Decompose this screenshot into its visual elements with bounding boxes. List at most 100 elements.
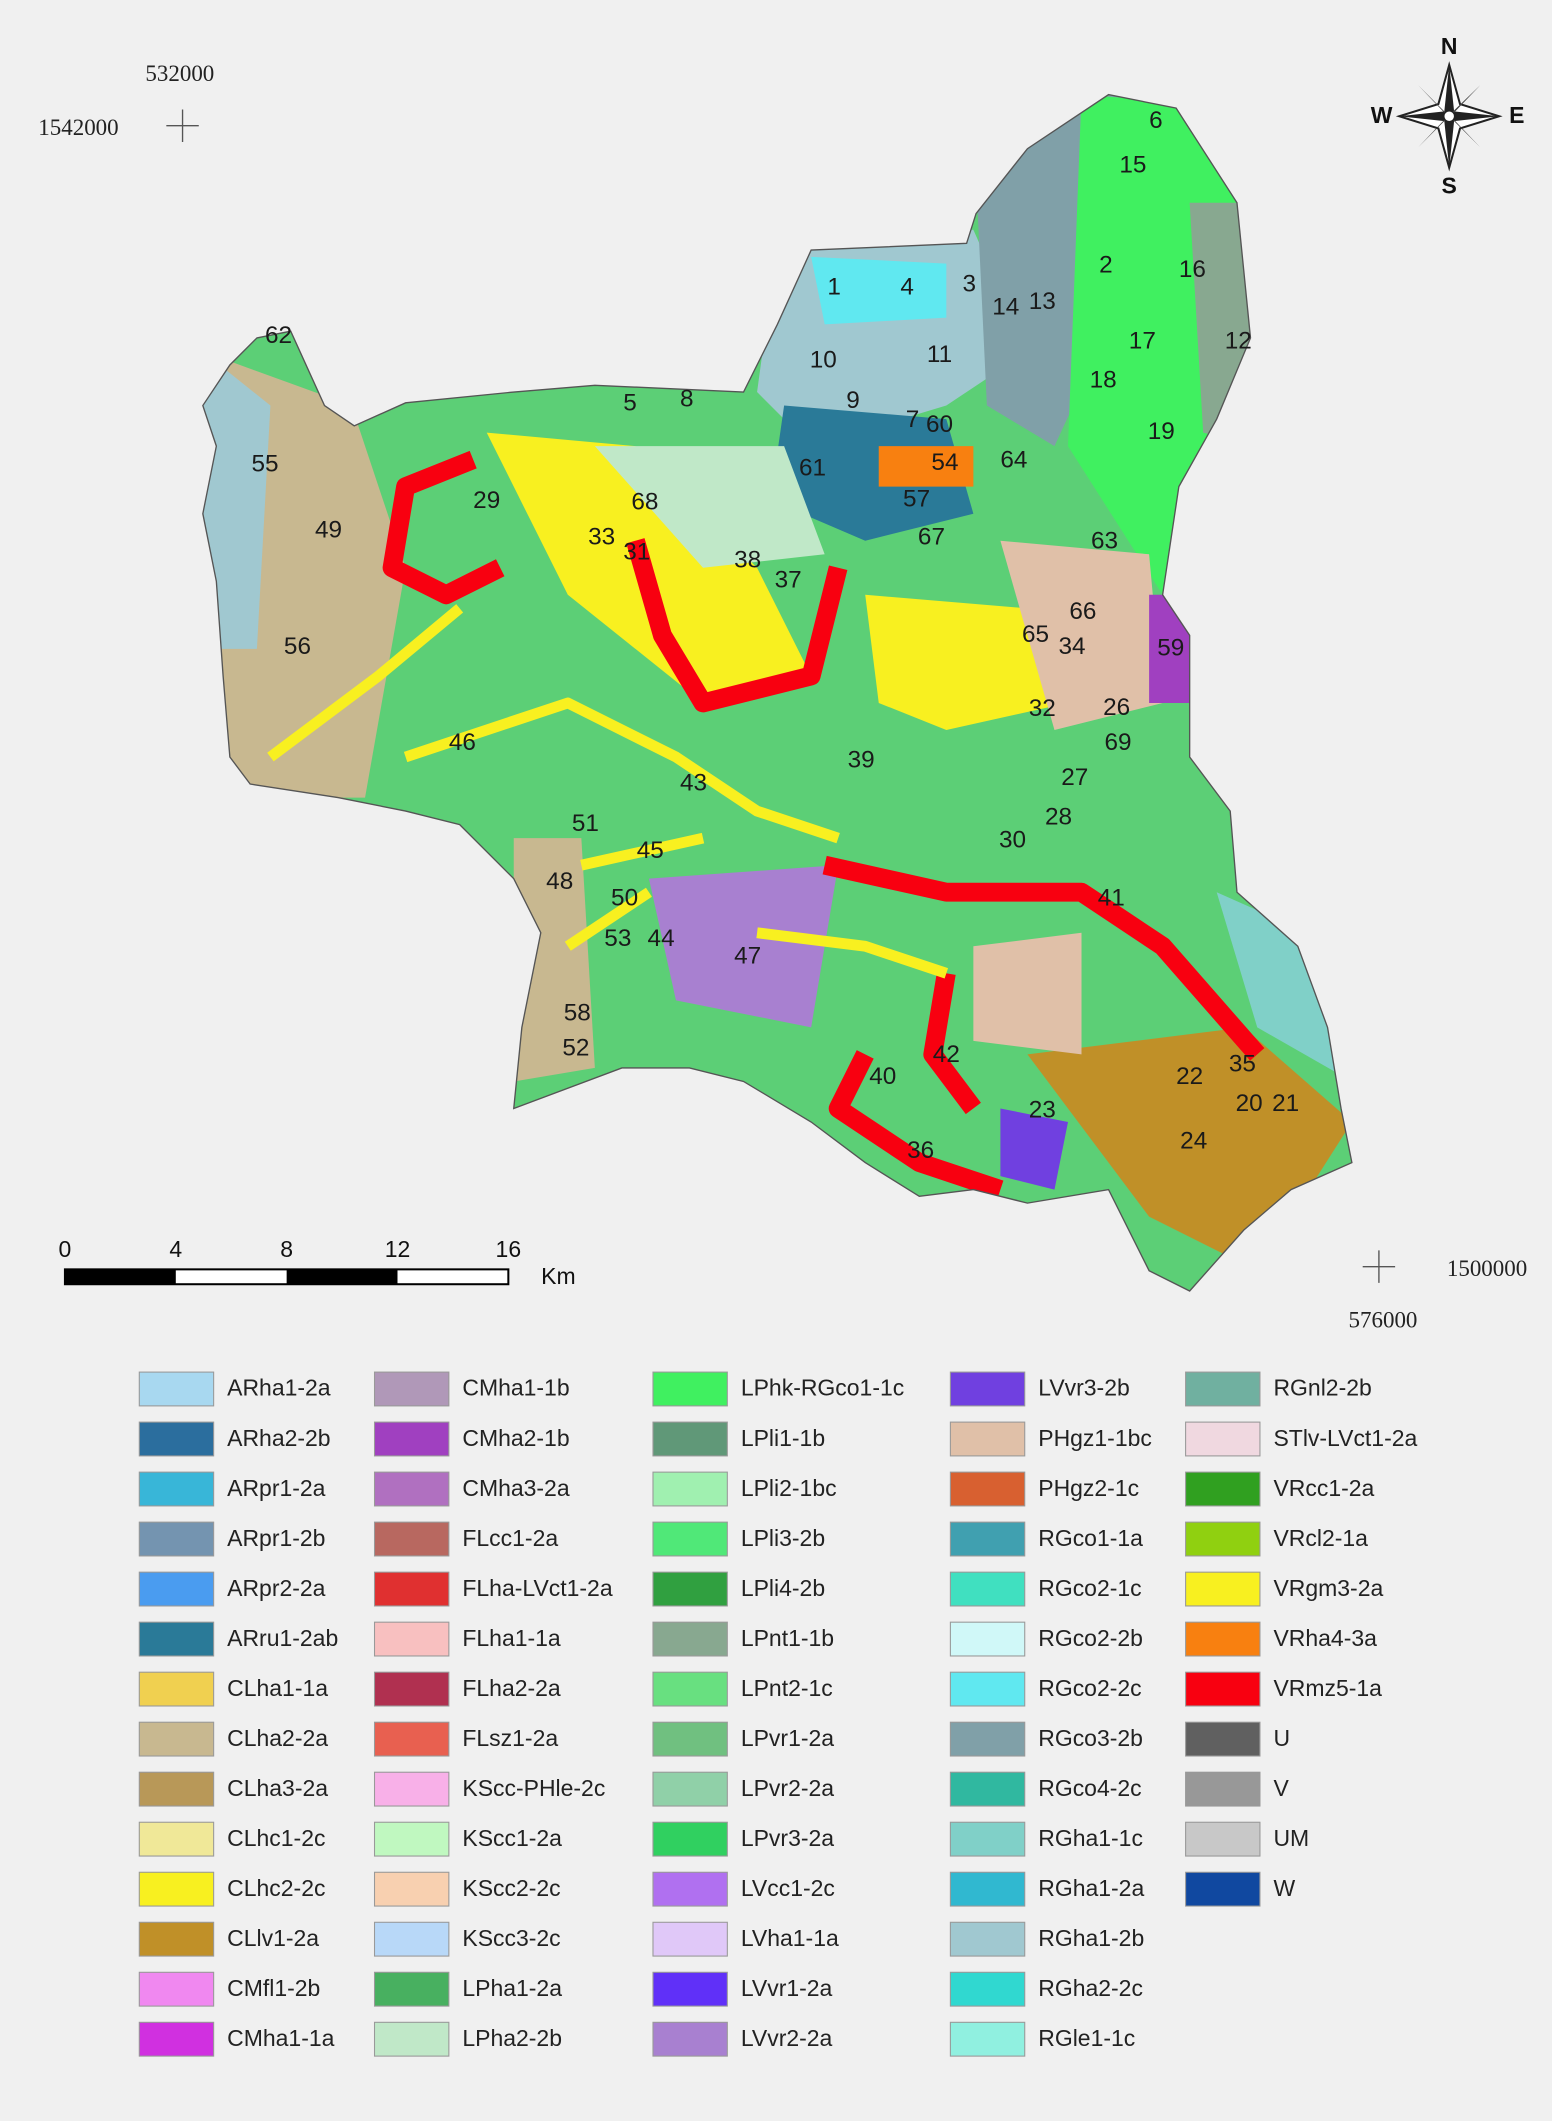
legend-label: CLhc1-2c (227, 1825, 325, 1851)
legend-label: CMha1-1a (227, 2025, 334, 2051)
legend-swatch (1185, 1371, 1261, 1407)
region-label: 53 (604, 925, 631, 952)
legend-label: CLlv1-2a (227, 1925, 319, 1951)
legend-swatch (652, 1721, 728, 1757)
legend-label: FLha1-1a (462, 1625, 561, 1651)
region-label: 27 (1061, 764, 1088, 791)
legend-swatch (373, 1921, 450, 1957)
legend-label: CMha2-1b (462, 1425, 569, 1451)
region-label: 59 (1157, 634, 1184, 661)
scale-tick-label: 16 (496, 1236, 522, 1262)
legend-swatch (373, 1971, 450, 2007)
scale-tick-label: 4 (169, 1236, 182, 1262)
legend-swatch (138, 1621, 215, 1657)
legend-label: RGco2-2c (1038, 1675, 1141, 1701)
region-label: 34 (1059, 633, 1086, 660)
legend-swatch (138, 1871, 215, 1907)
legend-swatch (1185, 1621, 1261, 1657)
region-label: 50 (611, 884, 638, 911)
legend-label: LPvr2-2a (741, 1775, 834, 1801)
legend-label: PHgz1-1bc (1038, 1425, 1152, 1451)
legend-swatch (138, 1671, 215, 1707)
legend-swatch (373, 1371, 450, 1407)
legend-swatch (949, 1621, 1026, 1657)
legend-swatch (652, 1971, 728, 2007)
legend-swatch (138, 1721, 215, 1757)
region-label: 65 (1022, 621, 1049, 648)
legend-swatch (138, 1371, 215, 1407)
legend-swatch (373, 1521, 450, 1557)
region-label: 15 (1119, 152, 1146, 179)
legend-swatch (949, 1421, 1026, 1457)
coordinate-cross (166, 109, 1396, 1283)
legend-label: ARru1-2ab (227, 1625, 338, 1651)
region-label: 49 (315, 517, 342, 544)
map-zone (973, 932, 1082, 1055)
legend-swatch (949, 1521, 1026, 1557)
map-zone (1000, 1108, 1068, 1190)
scale-tick-label: 12 (385, 1236, 411, 1262)
coordinate-label: 532000 (145, 61, 214, 86)
legend-label: RGha1-1c (1038, 1825, 1143, 1851)
legend-label: LVvr2-2a (741, 2025, 833, 2051)
region-label: 2 (1099, 252, 1113, 279)
compass-label: E (1509, 102, 1524, 128)
region-label: 13 (1029, 288, 1056, 315)
region-label: 20 (1236, 1090, 1263, 1117)
legend-label: U (1273, 1725, 1290, 1751)
legend-swatch (373, 1471, 450, 1507)
region-label: 66 (1069, 598, 1096, 625)
legend-label: KScc-PHle-2c (462, 1775, 605, 1801)
legend-label: CLha1-1a (227, 1675, 328, 1701)
region-label: 18 (1090, 367, 1117, 394)
region-label: 10 (810, 346, 837, 373)
region-label: 55 (251, 450, 278, 477)
region-label: 51 (572, 810, 599, 837)
scale-bar (63, 1268, 510, 1286)
legend-label: LPhk-RGco1-1c (741, 1375, 904, 1401)
scale-tick-label: 0 (59, 1236, 72, 1262)
legend-label: RGha1-2a (1038, 1875, 1144, 1901)
legend-swatch (138, 1921, 215, 1957)
legend-swatch (1185, 1671, 1261, 1707)
legend-label: RGle1-1c (1038, 2025, 1135, 2051)
legend-swatch (652, 1671, 728, 1707)
legend-swatch (373, 1771, 450, 1807)
legend-label: RGco4-2c (1038, 1775, 1141, 1801)
region-label: 46 (449, 729, 476, 756)
legend-label: UM (1273, 1825, 1309, 1851)
legend-swatch (949, 2021, 1026, 2057)
legend-swatch (138, 1521, 215, 1557)
legend-swatch (373, 2021, 450, 2057)
legend-swatch (1185, 1571, 1261, 1607)
region-label: 23 (1029, 1097, 1056, 1124)
legend-label: LPnt1-1b (741, 1625, 834, 1651)
region-label: 32 (1029, 695, 1056, 722)
map-zone (594, 446, 825, 568)
legend-swatch (949, 1721, 1026, 1757)
region-label: 67 (918, 523, 945, 550)
region-label: 3 (963, 271, 977, 298)
legend-label: LVvr1-2a (741, 1975, 833, 2001)
legend-label: LPvr3-2a (741, 1825, 834, 1851)
region-label: 36 (907, 1137, 934, 1164)
scale-unit: Km (541, 1263, 575, 1289)
legend-swatch (1185, 1871, 1261, 1907)
region-label: 5 (623, 390, 637, 417)
legend-swatch (652, 2021, 728, 2057)
map-zone (770, 405, 974, 541)
legend-swatch (1185, 1771, 1261, 1807)
legend-label: KScc1-2a (462, 1825, 562, 1851)
region-label: 22 (1176, 1063, 1203, 1090)
legend-label: RGha2-2c (1038, 1975, 1143, 2001)
legend-swatch (138, 1471, 215, 1507)
legend-label: RGco2-1c (1038, 1575, 1141, 1601)
compass-label: N (1441, 33, 1458, 59)
map-zone (648, 865, 839, 1028)
map-zone (811, 256, 947, 325)
legend-swatch (373, 1821, 450, 1857)
legend-label: FLha2-2a (462, 1675, 561, 1701)
compass-label: S (1442, 172, 1457, 198)
region-label: 45 (637, 837, 664, 864)
region-label: 62 (265, 322, 292, 349)
